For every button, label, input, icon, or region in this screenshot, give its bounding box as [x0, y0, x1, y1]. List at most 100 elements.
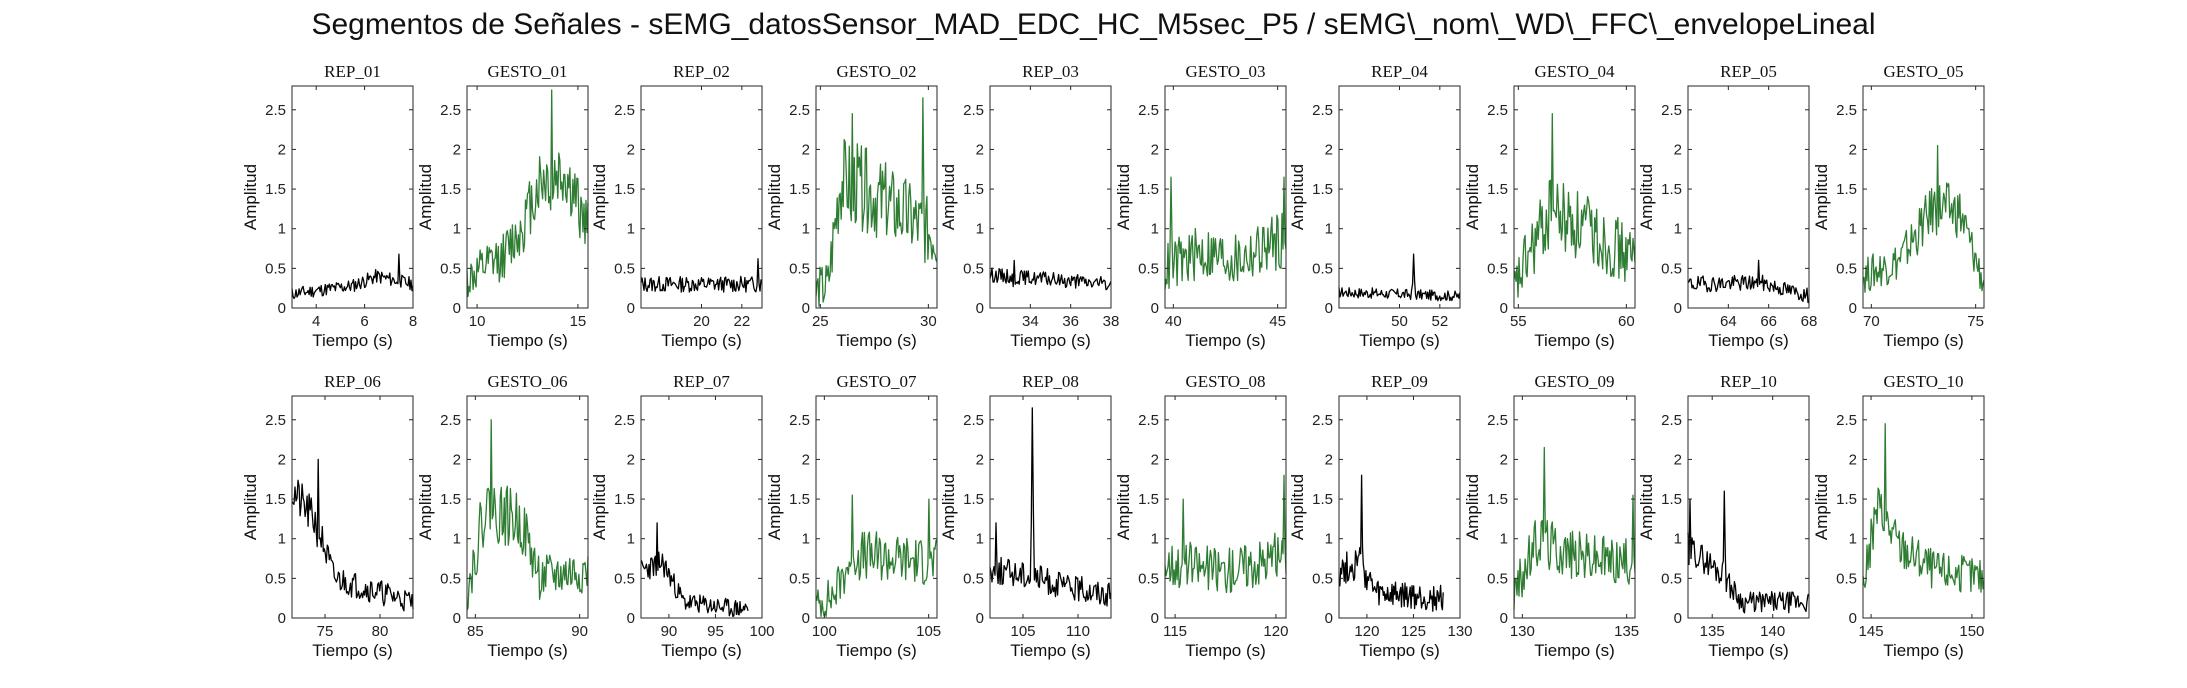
x-tick-label: 135	[1614, 623, 1639, 640]
x-axis-label: Tiempo (s)	[1708, 331, 1789, 350]
y-tick-label: 0.5	[963, 260, 984, 277]
y-axis-label: Amplitud	[1637, 164, 1656, 230]
x-tick-label: 10	[469, 313, 486, 330]
y-tick-label: 0.5	[1138, 570, 1159, 587]
subplot-title: GESTO_03	[1186, 62, 1266, 81]
y-tick-label: 0	[802, 300, 810, 317]
y-tick-label: 0	[453, 610, 461, 627]
x-tick-label: 120	[1263, 623, 1288, 640]
signal-line	[1164, 474, 1287, 594]
y-tick-label: 2	[1849, 451, 1857, 468]
signal-line	[640, 522, 749, 618]
x-axis-label: Tiempo (s)	[487, 641, 568, 660]
y-tick-label: 0.5	[614, 570, 635, 587]
subplot-title: GESTO_01	[488, 62, 568, 81]
y-tick-label: 0	[278, 300, 286, 317]
x-tick-label: 50	[1391, 313, 1408, 330]
y-tick-label: 1	[278, 221, 286, 238]
signal-line	[466, 419, 589, 611]
y-tick-label: 2.5	[1312, 102, 1333, 119]
x-axis-label: Tiempo (s)	[661, 331, 742, 350]
signal-line	[1862, 144, 1985, 293]
y-tick-label: 2	[453, 451, 461, 468]
x-tick-label: 145	[1859, 623, 1884, 640]
y-tick-label: 0	[627, 300, 635, 317]
subplot-title: REP_04	[1371, 62, 1428, 81]
y-tick-label: 1	[976, 531, 984, 548]
y-tick-label: 2	[1674, 141, 1682, 158]
y-tick-label: 0	[1849, 300, 1857, 317]
axes-box	[1164, 85, 1287, 309]
subplot-title: GESTO_10	[1884, 372, 1964, 391]
x-tick-label: 4	[312, 313, 320, 330]
y-tick-label: 1.5	[614, 491, 635, 508]
y-tick-label: 1.5	[963, 181, 984, 198]
y-tick-label: 0.5	[1312, 570, 1333, 587]
y-tick-label: 1.5	[1138, 491, 1159, 508]
axes-box	[291, 85, 414, 309]
y-tick-label: 2	[1151, 451, 1159, 468]
y-tick-label: 1.5	[1836, 181, 1857, 198]
y-tick-label: 2	[278, 451, 286, 468]
subplot-title: REP_06	[324, 372, 381, 391]
y-tick-label: 0.5	[963, 570, 984, 587]
subplot-title: REP_05	[1720, 62, 1777, 81]
y-axis-label: Amplitud	[1114, 474, 1133, 540]
subplot-rep-05: REP_05 0 0.5 1 1.5 2 2.5 64 66 68 Tiempo (s) Amplit…	[1637, 62, 1817, 350]
signal-line	[1164, 176, 1287, 290]
y-tick-label: 1	[1325, 531, 1333, 548]
x-tick-label: 40	[1165, 313, 1182, 330]
subplot-title: GESTO_02	[837, 62, 917, 81]
signal-line	[1687, 259, 1810, 304]
x-tick-label: 80	[372, 623, 389, 640]
x-axis-label: Tiempo (s)	[1883, 331, 1964, 350]
y-axis-label: Amplitud	[1463, 164, 1482, 230]
x-tick-label: 75	[317, 623, 334, 640]
subplot-title: REP_10	[1720, 372, 1777, 391]
y-tick-label: 1	[1500, 531, 1508, 548]
y-axis-label: Amplitud	[1288, 164, 1307, 230]
x-axis-label: Tiempo (s)	[1708, 641, 1789, 660]
signal-line	[1513, 446, 1636, 610]
y-tick-label: 0	[1325, 300, 1333, 317]
y-tick-label: 1.5	[1661, 491, 1682, 508]
x-axis-label: Tiempo (s)	[661, 641, 742, 660]
y-tick-label: 2.5	[265, 412, 286, 429]
subplot-title: REP_07	[673, 372, 730, 391]
y-tick-label: 2.5	[440, 412, 461, 429]
x-tick-label: 130	[1447, 623, 1472, 640]
y-tick-label: 0	[627, 610, 635, 627]
y-axis-label: Amplitud	[241, 164, 260, 230]
y-tick-label: 0	[1500, 610, 1508, 627]
y-tick-label: 0.5	[1836, 570, 1857, 587]
axes-box	[640, 395, 763, 619]
axes-box	[1164, 395, 1287, 619]
x-tick-label: 90	[571, 623, 588, 640]
y-tick-label: 0.5	[614, 260, 635, 277]
y-tick-label: 1	[802, 531, 810, 548]
y-tick-label: 1.5	[265, 491, 286, 508]
x-tick-label: 30	[920, 313, 937, 330]
y-tick-label: 2	[976, 141, 984, 158]
y-axis-label: Amplitud	[1637, 474, 1656, 540]
y-tick-label: 1.5	[1312, 181, 1333, 198]
y-tick-label: 2	[802, 141, 810, 158]
x-axis-label: Tiempo (s)	[312, 641, 393, 660]
y-axis-label: Amplitud	[590, 164, 609, 230]
x-axis-label: Tiempo (s)	[836, 641, 917, 660]
figure-title: Segmentos de Señales - sEMG_datosSensor_…	[311, 8, 1876, 41]
x-axis-label: Tiempo (s)	[1010, 331, 1091, 350]
x-tick-label: 55	[1510, 313, 1527, 330]
y-tick-label: 1.5	[1487, 491, 1508, 508]
x-tick-label: 34	[1022, 313, 1039, 330]
y-tick-label: 0	[1674, 610, 1682, 627]
y-tick-label: 1.5	[1138, 181, 1159, 198]
y-tick-label: 1.5	[963, 491, 984, 508]
